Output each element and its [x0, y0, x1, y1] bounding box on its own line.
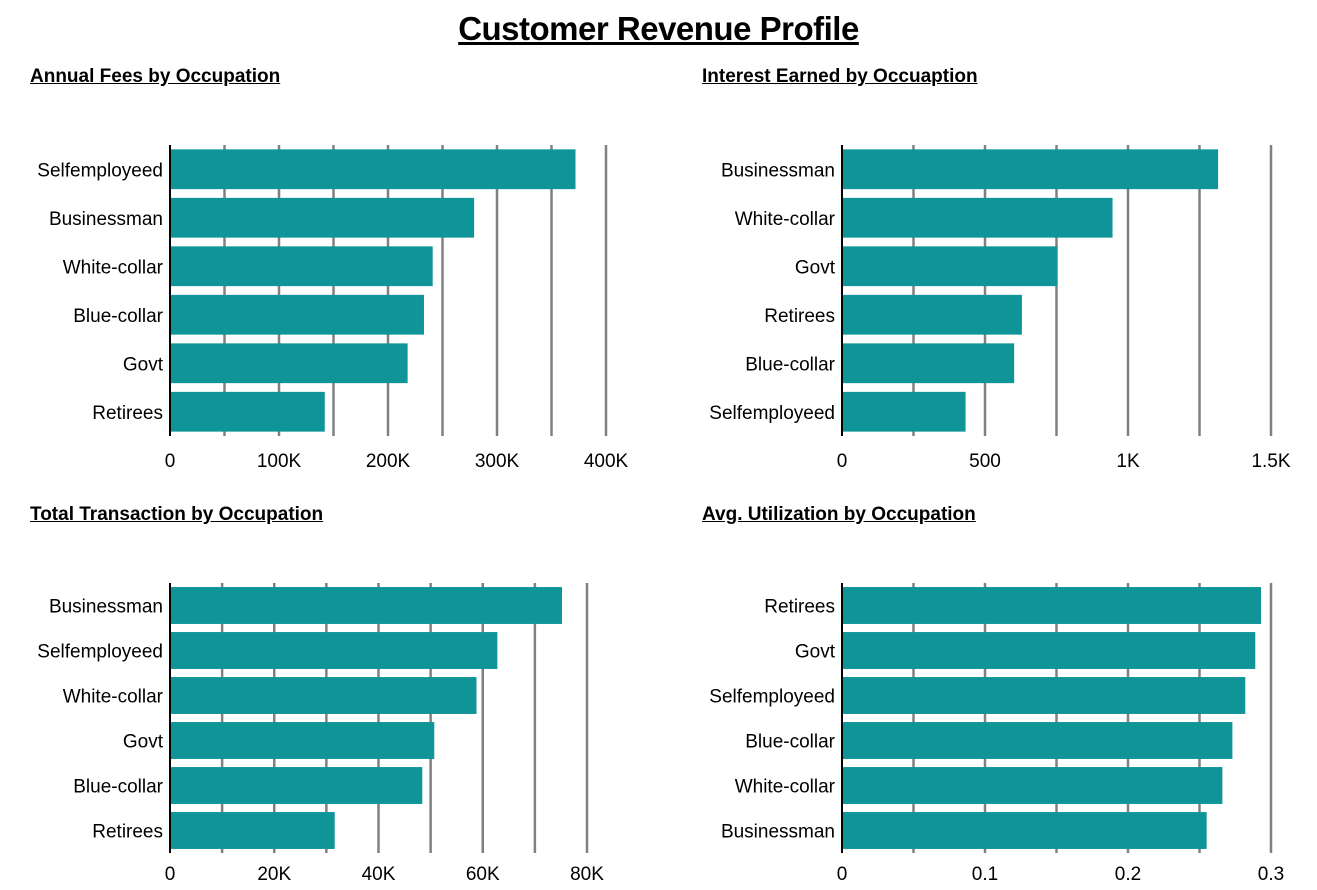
chart-annual-fees: Selfemployeed Businessman White-collar Blue…: [37, 145, 629, 472]
x-tick-label: 1.5K: [1251, 451, 1290, 472]
category-label: Govt: [123, 732, 164, 753]
category-label: Retirees: [764, 306, 835, 327]
chart-title-annual-fees: Annual Fees by Occupation: [30, 66, 281, 87]
x-tick-label: 0: [837, 864, 848, 885]
bar: [842, 246, 1058, 287]
bar: [170, 812, 335, 849]
category-label: White-collar: [735, 209, 836, 230]
x-tick-label: 300K: [475, 451, 520, 472]
x-tick-label: 0.1: [972, 864, 998, 885]
category-label: Businessman: [721, 160, 835, 181]
bar: [842, 767, 1223, 804]
category-label: Blue-collar: [73, 777, 163, 798]
x-tick-label: 0: [165, 864, 176, 885]
bar: [842, 587, 1261, 624]
category-label: Retirees: [92, 403, 163, 424]
bar: [842, 722, 1233, 759]
chart-title-interest-earned: Interest Earned by Occuaption: [702, 66, 978, 87]
category-label: Selfemployeed: [37, 642, 163, 663]
category-label: Blue-collar: [745, 354, 835, 375]
category-label: Blue-collar: [745, 732, 835, 753]
bar: [170, 246, 433, 287]
category-label: Selfemployeed: [37, 160, 163, 181]
bar: [842, 197, 1113, 238]
x-tick-label: 500: [969, 451, 1001, 472]
bar: [170, 197, 475, 238]
bar: [170, 294, 424, 335]
x-tick-label: 0: [837, 451, 848, 472]
bar: [842, 812, 1207, 849]
x-tick-label: 0.3: [1258, 864, 1284, 885]
bar: [170, 677, 477, 714]
x-tick-label: 0: [165, 451, 176, 472]
bar: [170, 632, 498, 669]
bar: [842, 149, 1219, 190]
chart-total-transaction: Businessman Selfemployeed White-collar Govt…: [37, 583, 604, 885]
category-label: White-collar: [735, 777, 836, 798]
chart-avg-utilization: Retirees Govt Selfemployeed Blue-collar Whit…: [709, 583, 1284, 885]
bar: [170, 149, 576, 190]
category-label: White-collar: [63, 687, 164, 708]
bar: [842, 632, 1256, 669]
category-label: Retirees: [92, 822, 163, 843]
x-tick-label: 100K: [257, 451, 302, 472]
bar: [170, 587, 562, 624]
bar: [170, 767, 423, 804]
bar: [170, 343, 408, 384]
bar: [842, 677, 1246, 714]
chart-title-avg-utilization: Avg. Utilization by Occupation: [702, 504, 976, 525]
chart-title-total-transaction: Total Transaction by Occupation: [30, 504, 324, 525]
x-tick-label: 0.2: [1115, 864, 1141, 885]
x-tick-label: 1K: [1116, 451, 1140, 472]
x-tick-label: 20K: [257, 864, 291, 885]
category-label: Selfemployeed: [709, 687, 835, 708]
chart-interest-earned: Businessman White-collar Govt Retirees Blue-…: [709, 145, 1291, 472]
category-label: Businessman: [49, 209, 163, 230]
bar: [842, 391, 966, 432]
category-label: Retirees: [764, 597, 835, 618]
x-tick-label: 200K: [366, 451, 411, 472]
x-tick-label: 400K: [584, 451, 629, 472]
bar: [170, 391, 325, 432]
category-label: Businessman: [49, 597, 163, 618]
bar: [842, 294, 1022, 335]
category-label: Govt: [123, 354, 164, 375]
page-title: Customer Revenue Profile: [458, 10, 859, 47]
category-label: Blue-collar: [73, 306, 163, 327]
bar: [170, 722, 435, 759]
category-label: Govt: [795, 642, 836, 663]
x-tick-label: 80K: [570, 864, 604, 885]
category-label: White-collar: [63, 257, 164, 278]
category-label: Selfemployeed: [709, 403, 835, 424]
x-tick-label: 60K: [466, 864, 500, 885]
x-tick-label: 40K: [362, 864, 396, 885]
category-label: Govt: [795, 257, 836, 278]
category-label: Businessman: [721, 822, 835, 843]
bar: [842, 343, 1015, 384]
